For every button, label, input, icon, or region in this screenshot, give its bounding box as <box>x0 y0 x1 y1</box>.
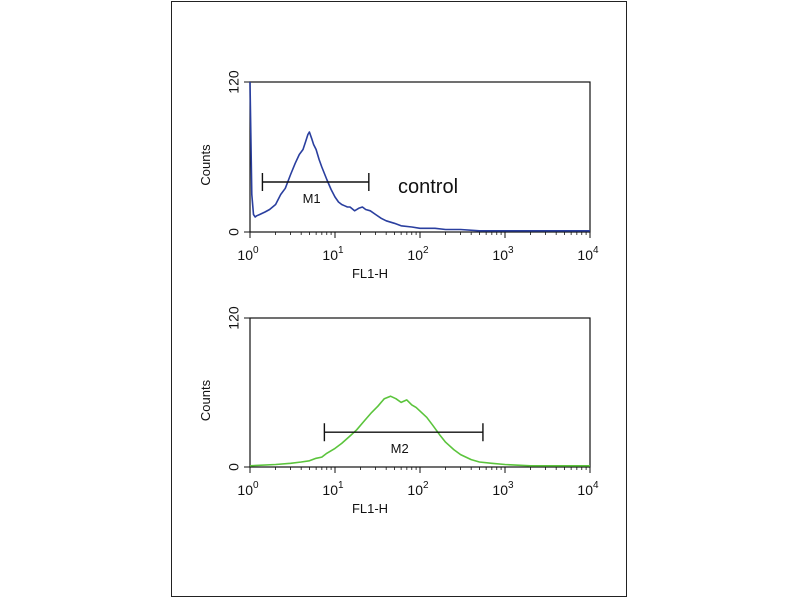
x-axis-title: FL1-H <box>352 501 388 516</box>
histogram-trace <box>249 395 590 467</box>
y-axis-title: Counts <box>198 144 213 186</box>
annotation-label: control <box>398 176 458 198</box>
x-tick-label: 104 <box>577 245 599 263</box>
y-tick-label: 120 <box>226 70 242 94</box>
x-tick-label: 101 <box>322 480 344 498</box>
y-tick-label: 0 <box>226 463 242 471</box>
histogram-panel-top: 0 120 Counts 100 101 102 103 104 FL1-H M1 control <box>198 70 599 281</box>
y-tick-label: 0 <box>226 228 242 236</box>
plot-area <box>249 317 591 468</box>
figure-frame <box>171 1 627 597</box>
x-tick-label: 100 <box>237 480 259 498</box>
x-tick-label: 100 <box>237 245 259 263</box>
gate-label: M1 <box>303 191 321 206</box>
x-tick-label: 103 <box>492 245 514 263</box>
y-tick-label: 120 <box>226 306 242 330</box>
x-tick-label: 104 <box>577 480 599 498</box>
x-tick-label: 103 <box>492 480 514 498</box>
histogram-trace <box>249 81 590 232</box>
plot-area <box>249 81 591 233</box>
x-axis-title: FL1-H <box>352 266 388 281</box>
histogram-panel-bottom: 0 120 Counts 100 101 102 103 104 FL1-H M2 <box>198 306 599 516</box>
x-tick-label: 102 <box>407 480 429 498</box>
x-tick-label: 102 <box>407 245 429 263</box>
y-axis-title: Counts <box>198 379 213 421</box>
gate-label: M2 <box>391 441 409 456</box>
x-tick-label: 101 <box>322 245 344 263</box>
